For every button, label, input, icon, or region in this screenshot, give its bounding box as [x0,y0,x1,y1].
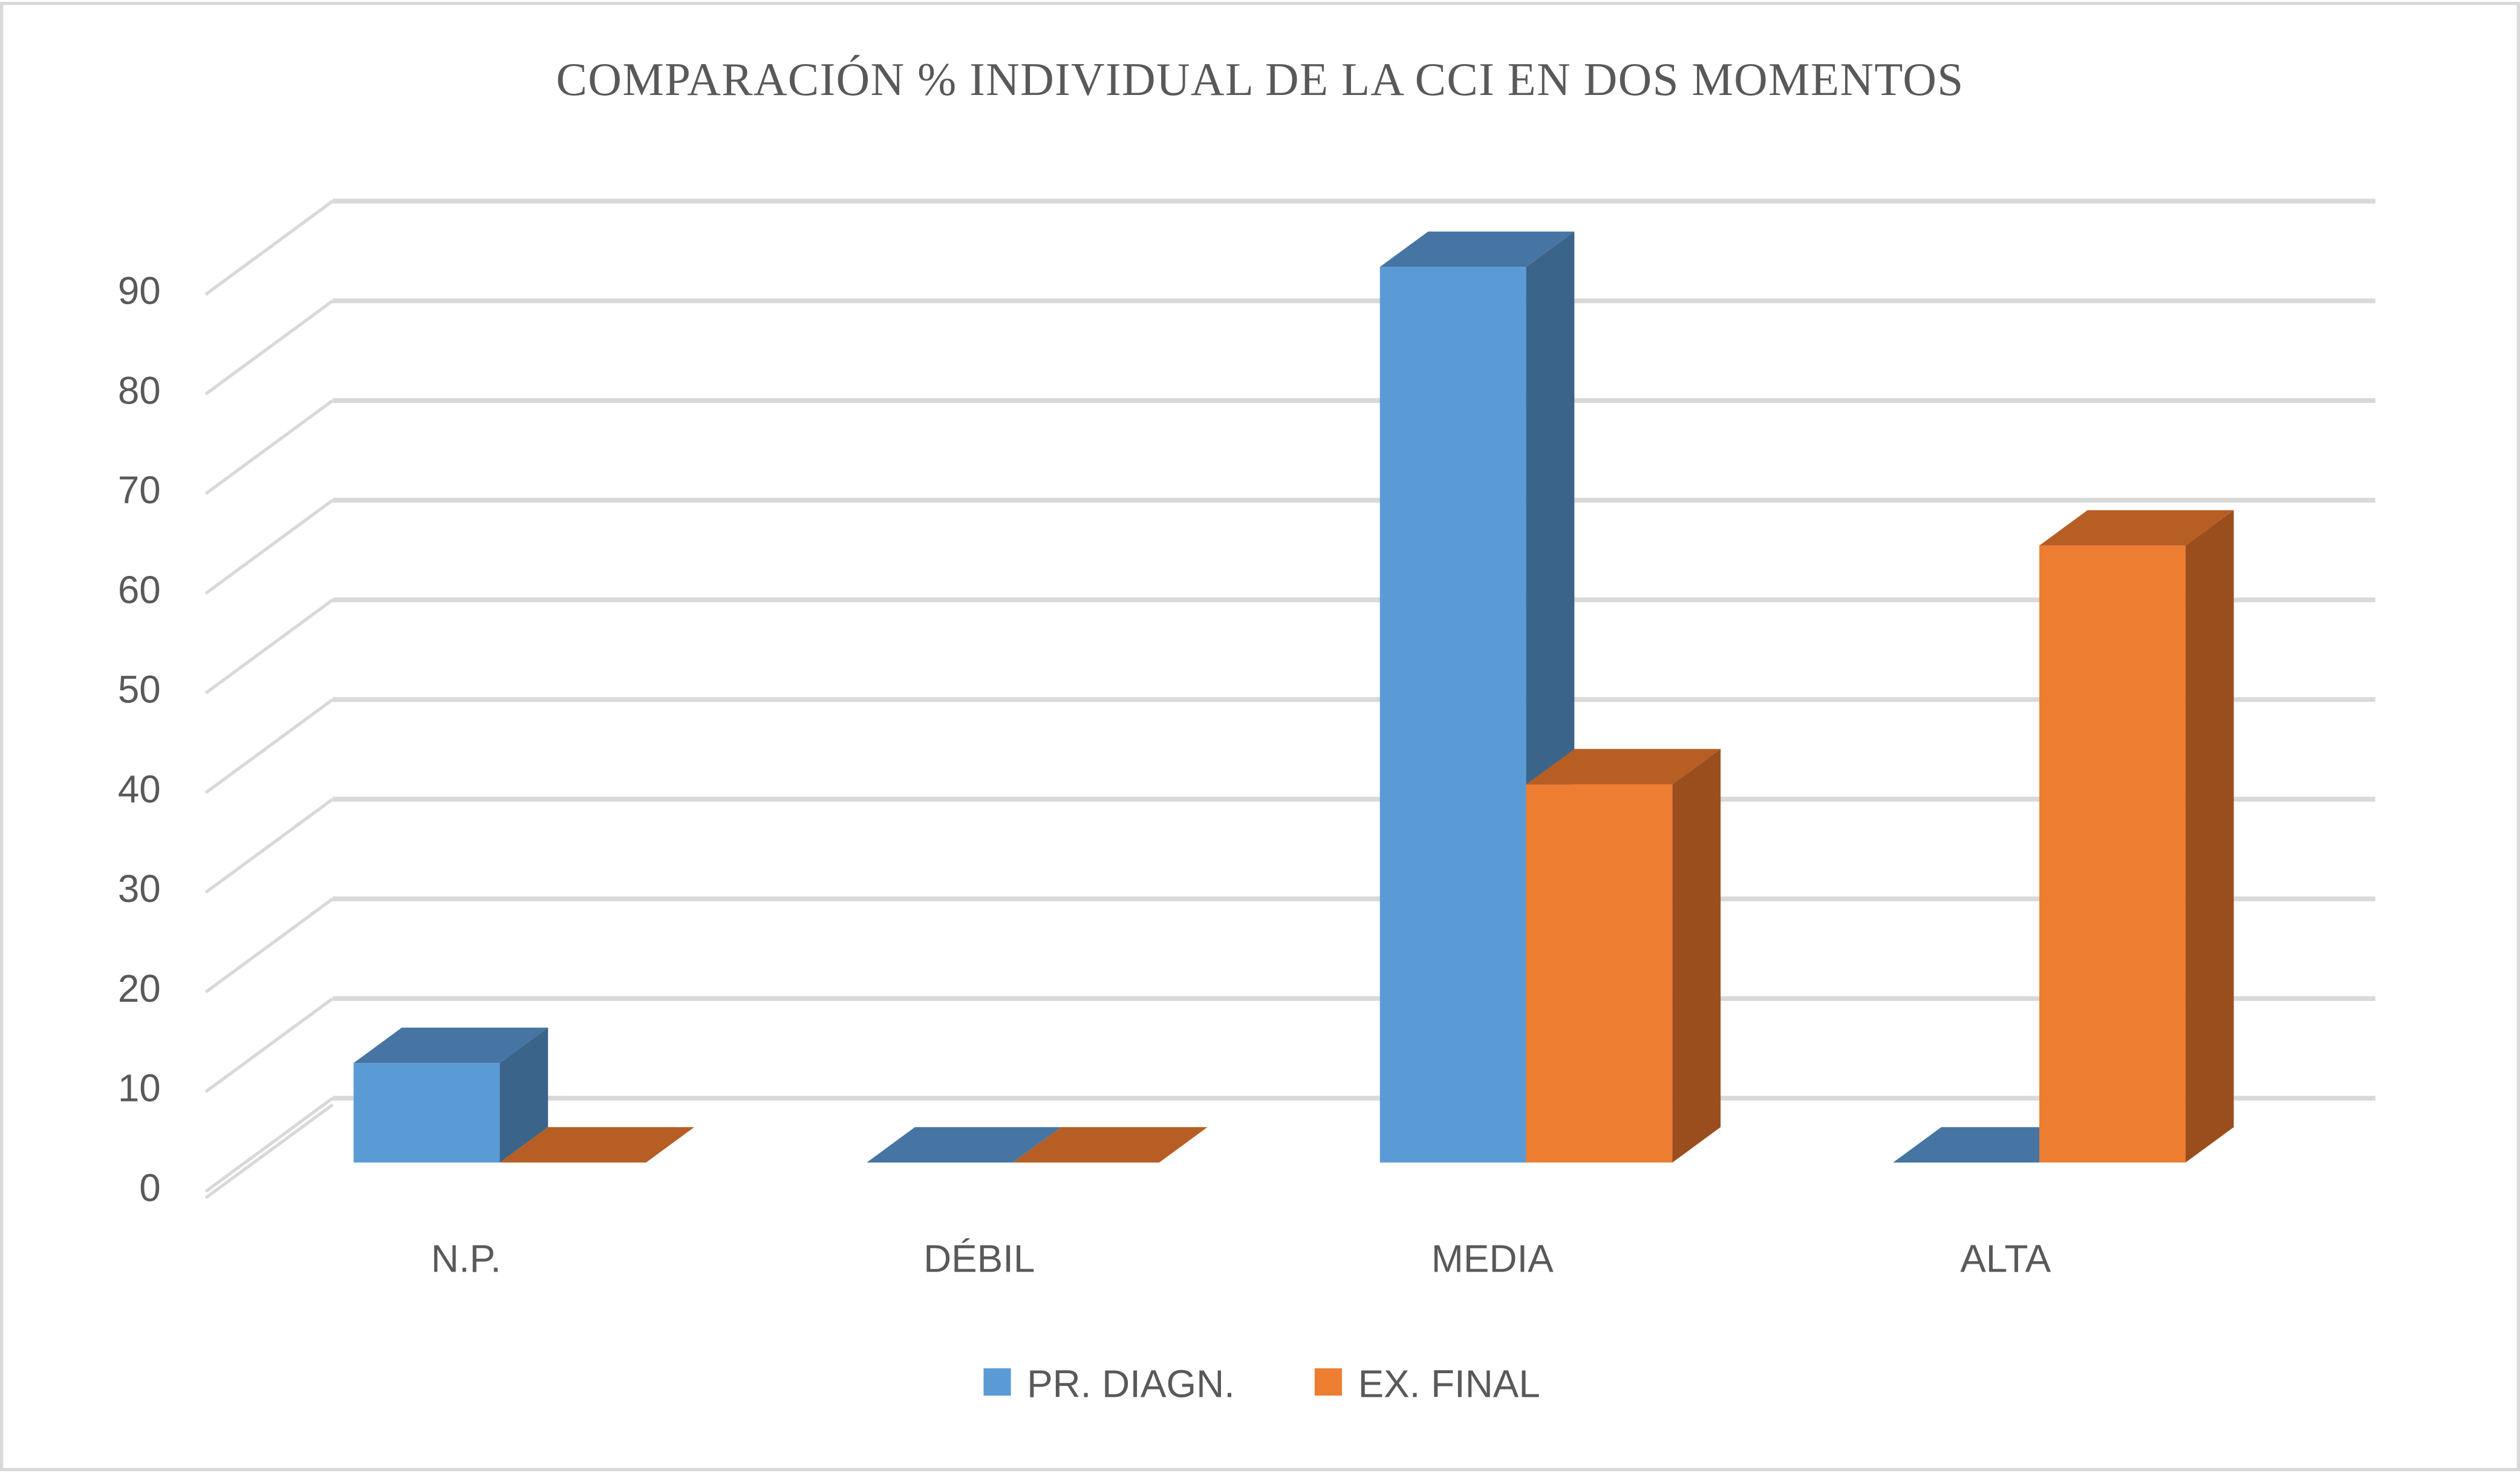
bar-top [867,1127,1061,1163]
bar-top [1526,749,1721,785]
y-tick-label: 0 [139,1166,160,1210]
y-tick-label: 20 [118,967,161,1010]
bar-front [2039,545,2186,1163]
x-tick-label: MEDIA [1431,1236,1554,1280]
bar-front [353,1063,500,1163]
legend-label: PR. DIAGN. [1027,1362,1235,1406]
y-tick-label: 60 [118,568,161,612]
chart-title: COMPARACIÓN % INDIVIDUAL DE LA CCI EN DO… [556,53,1964,105]
bar-top [1379,231,1575,267]
bar [1013,1127,1208,1163]
bars [353,231,2234,1163]
y-tick-label: 30 [118,867,161,910]
gridline-side [204,897,334,994]
gridline-side [204,997,334,1093]
bar [2039,510,2234,1163]
y-tick-label: 50 [118,668,161,711]
legend: PR. DIAGN. EX. FINAL [983,1362,1540,1406]
y-axis-ticks: 0 10 20 30 40 50 60 70 80 90 [118,269,161,1210]
gridline-side [204,498,334,595]
gridline-side [204,200,334,296]
x-tick-label: DÉBIL [923,1236,1035,1280]
bar-side [500,1027,549,1163]
y-tick-label: 80 [118,368,161,412]
bar [500,1127,695,1163]
x-axis-labels: N.P. DÉBIL MEDIA ALTA [431,1236,2051,1280]
gridline-side [204,1103,334,1200]
legend-swatch [1314,1368,1343,1396]
bar-top [353,1027,549,1063]
x-tick-label: N.P. [431,1236,501,1280]
legend-swatch [983,1368,1011,1396]
gridline-side [204,399,334,495]
gridline-side [204,598,334,694]
bar-side [2185,510,2234,1163]
gridline-side [204,1097,334,1193]
y-tick-label: 40 [118,767,161,811]
gridline-side [204,299,334,396]
legend-label: EX. FINAL [1358,1362,1540,1406]
gridlines [204,198,2375,1200]
bar-top [1013,1127,1208,1163]
bar [1526,749,1721,1163]
bar-top [500,1127,695,1163]
x-tick-label: ALTA [1960,1236,2051,1280]
gridline-side [204,798,334,894]
bar-top [2039,510,2234,546]
bar-side [1672,749,1721,1163]
gridline-side [204,698,334,794]
y-tick-label: 70 [118,468,161,512]
y-tick-label: 90 [118,269,161,313]
y-tick-label: 10 [118,1066,161,1110]
bar [353,1027,549,1163]
bar-front [1379,267,1526,1163]
bar-top [1893,1127,2088,1163]
bar [1893,1127,2088,1163]
bar-front [1526,784,1673,1163]
bar [867,1127,1061,1163]
